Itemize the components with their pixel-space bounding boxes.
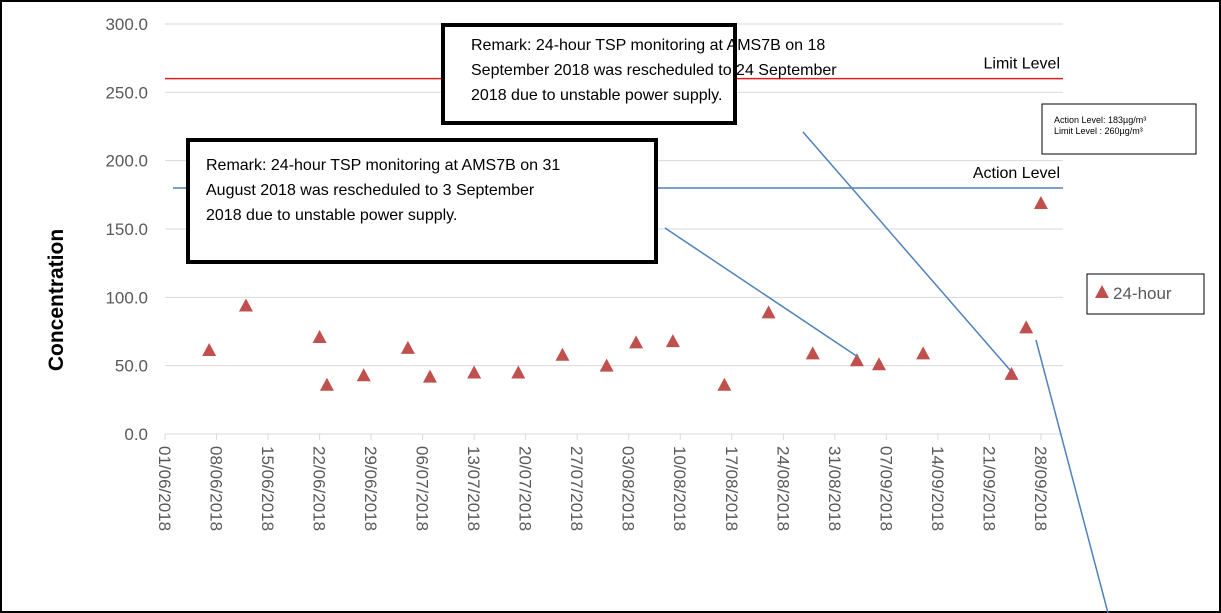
annotation-box (186, 138, 658, 264)
point (356, 368, 371, 382)
point (871, 357, 886, 371)
point (511, 365, 526, 379)
x-tick-label: 28/09/2018 (1031, 446, 1050, 531)
x-tick-label: 06/07/2018 (413, 446, 432, 531)
point (202, 342, 217, 356)
point (849, 353, 864, 367)
point (319, 377, 334, 391)
y-tick-label: 100.0 (105, 288, 148, 307)
x-tick-label: 13/07/2018 (464, 446, 483, 531)
x-tick-label: 22/06/2018 (310, 446, 329, 531)
annotation-box (441, 23, 737, 125)
reference-label: Action Level (973, 165, 1060, 182)
point (1004, 366, 1019, 380)
annotation-text: Remark: 24-hour TSP monitoring at AMS7B … (206, 157, 560, 174)
x-tick-label: 21/09/2018 (979, 446, 998, 531)
point (312, 329, 327, 343)
x-tick-label: 03/08/2018 (619, 446, 638, 531)
point (400, 340, 415, 354)
point (761, 305, 776, 319)
point (1019, 320, 1034, 334)
annotation-text: 2018 due to unstable power supply. (471, 87, 722, 104)
level-note-text: Limit Level : 260µg/m³ (1054, 126, 1143, 136)
level-note-text: Action Level: 183µg/m³ (1054, 115, 1146, 125)
point (629, 335, 644, 349)
point (805, 346, 820, 360)
x-tick-label: 27/07/2018 (567, 446, 586, 531)
y-tick-label: 200.0 (105, 152, 148, 171)
annotation-text: September 2018 was rescheduled to 24 Sep… (471, 62, 837, 79)
x-tick-label: 24/08/2018 (773, 446, 792, 531)
y-tick-label: 50.0 (115, 357, 148, 376)
legend-marker (1095, 285, 1109, 298)
x-tick-label: 01/06/2018 (155, 446, 174, 531)
annotation-text: 2018 due to unstable power supply. (206, 207, 457, 224)
point (1033, 196, 1048, 210)
x-tick-label: 07/09/2018 (876, 446, 895, 531)
y-tick-label: 0.0 (124, 425, 148, 444)
x-tick-label: 31/08/2018 (825, 446, 844, 531)
y-tick-label: 300.0 (105, 15, 148, 34)
connector (664, 227, 859, 358)
point (422, 369, 437, 383)
annotation-text: Remark: 24-hour TSP monitoring at AMS7B … (471, 37, 825, 54)
x-tick-label: 14/09/2018 (928, 446, 947, 531)
y-tick-label: 150.0 (105, 220, 148, 239)
point (916, 346, 931, 360)
point (467, 365, 482, 379)
connector (802, 131, 1011, 371)
point (555, 347, 570, 361)
point (717, 377, 732, 391)
y-axis-title: Concentration (45, 229, 68, 371)
x-tick-label: 17/08/2018 (722, 446, 741, 531)
y-tick-label: 250.0 (105, 83, 148, 102)
point (238, 298, 253, 312)
x-tick-label: 29/06/2018 (361, 446, 380, 531)
legend-label: 24-hour (1113, 284, 1172, 303)
point (599, 358, 614, 372)
x-tick-label: 08/06/2018 (207, 446, 226, 531)
level-note-box (1041, 103, 1197, 155)
annotation-text: August 2018 was rescheduled to 3 Septemb… (206, 182, 535, 199)
point (665, 334, 680, 348)
connector (1035, 339, 1109, 613)
reference-label: Limit Level (984, 56, 1060, 73)
x-tick-label: 15/06/2018 (258, 446, 277, 531)
x-tick-label: 10/08/2018 (670, 446, 689, 531)
x-tick-label: 20/07/2018 (516, 446, 535, 531)
